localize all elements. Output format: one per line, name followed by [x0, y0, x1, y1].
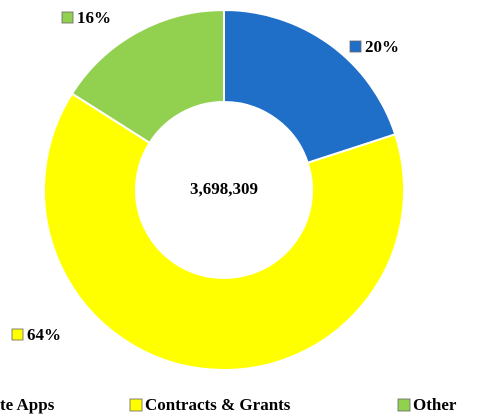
legend-label: Other	[413, 395, 457, 414]
donut	[43, 8, 405, 371]
data-label: 20%	[365, 37, 399, 56]
data-label: 64%	[27, 325, 61, 344]
legend-swatch	[397, 398, 411, 412]
donut-segment	[70, 8, 225, 145]
legend-swatch	[129, 398, 143, 412]
legend-label: te Apps	[0, 395, 55, 414]
label-swatch	[349, 40, 362, 53]
donut-segment	[43, 92, 405, 371]
label-swatch	[61, 11, 74, 24]
data-label: 16%	[77, 8, 111, 27]
label-swatch	[11, 328, 24, 341]
legend-label: Contracts & Grants	[145, 395, 291, 414]
center-label: 3,698,309	[190, 179, 258, 198]
donut-segment	[223, 8, 397, 165]
